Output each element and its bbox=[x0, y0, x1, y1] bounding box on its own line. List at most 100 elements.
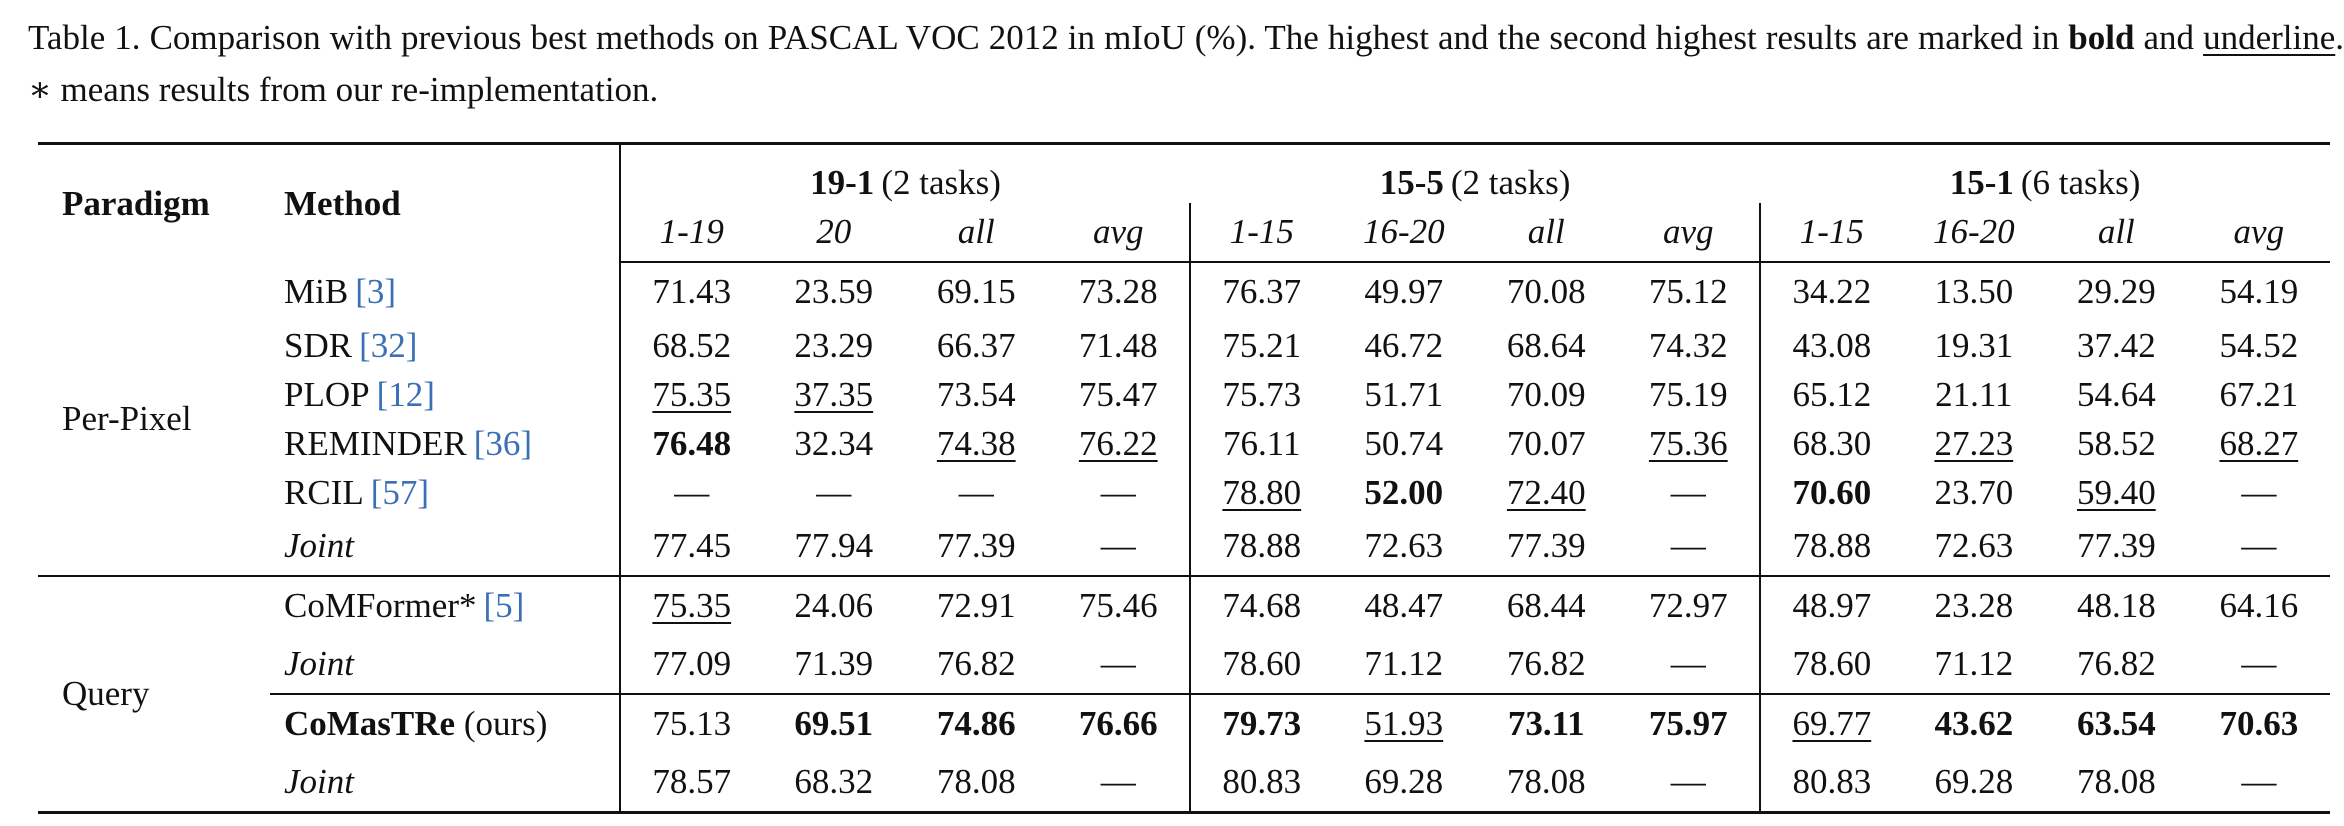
value-cell: 24.06 bbox=[762, 575, 905, 635]
group-name: 19-1 bbox=[810, 163, 875, 202]
caption: Table 1. Comparison with previous best m… bbox=[28, 12, 2344, 116]
value-cell: 74.32 bbox=[1618, 321, 1761, 370]
value: 19.31 bbox=[1934, 325, 2014, 365]
value-cell: 72.63 bbox=[1903, 517, 2046, 576]
value-cell: 43.62 bbox=[1902, 693, 2046, 753]
value: 54.64 bbox=[2076, 374, 2156, 414]
value-cell: 69.15 bbox=[905, 262, 1048, 321]
method-cell: REMINDER [36] bbox=[270, 419, 620, 468]
column-header: 1-15 bbox=[1189, 203, 1333, 263]
value-cell: 78.88 bbox=[1759, 517, 1903, 576]
value-cell: 70.60 bbox=[1759, 468, 1903, 517]
value-cell: 72.97 bbox=[1617, 575, 1761, 635]
method-cell: CoMFormer* [5] bbox=[270, 575, 620, 635]
value: — bbox=[1100, 761, 1136, 801]
value: 34.22 bbox=[1792, 272, 1872, 311]
value-cell: 75.46 bbox=[1047, 575, 1191, 635]
value-cell: 75.12 bbox=[1618, 262, 1761, 321]
value: 75.35 bbox=[652, 586, 732, 625]
value-cell: 71.43 bbox=[619, 262, 763, 321]
value: — bbox=[2241, 526, 2277, 565]
value: — bbox=[1100, 526, 1136, 565]
value-cell: 77.45 bbox=[619, 517, 763, 576]
value-cell: 79.73 bbox=[1189, 693, 1333, 753]
value: 75.36 bbox=[1648, 423, 1728, 463]
data-row: Joint 77.45 77.94 77.39 — 78.88 72.63 77.39 — 78.… bbox=[38, 517, 2330, 576]
value-cell: 48.97 bbox=[1759, 575, 1903, 635]
value: 50.74 bbox=[1364, 423, 1444, 463]
value: 66.37 bbox=[936, 325, 1016, 365]
value-cell: 75.21 bbox=[1189, 321, 1333, 370]
value-cell: 29.29 bbox=[2045, 262, 2188, 321]
method-cell: Joint bbox=[270, 635, 620, 694]
value-cell: 63.54 bbox=[2045, 693, 2188, 753]
value-cell: — bbox=[1618, 517, 1761, 576]
data-row: REMINDER [36] 76.48 32.34 74.38 76.22 76.11 50.… bbox=[38, 419, 2330, 468]
value-cell: 66.37 bbox=[905, 321, 1048, 370]
column-header: avg bbox=[1617, 203, 1761, 263]
value: 72.40 bbox=[1506, 472, 1586, 512]
value: 72.91 bbox=[936, 586, 1016, 625]
value-cell: 75.97 bbox=[1617, 693, 1761, 753]
value: — bbox=[1670, 761, 1706, 801]
value: 78.80 bbox=[1222, 472, 1302, 512]
value: 68.64 bbox=[1506, 325, 1586, 365]
value: 74.38 bbox=[936, 423, 1016, 463]
value: 68.52 bbox=[652, 325, 732, 365]
value-cell: 77.09 bbox=[619, 635, 763, 694]
column-header: 16-20 bbox=[1902, 203, 2046, 263]
value: 70.60 bbox=[1792, 472, 1872, 512]
value: 54.52 bbox=[2219, 325, 2299, 365]
value-cell: 51.93 bbox=[1332, 693, 1476, 753]
value-cell: 72.63 bbox=[1333, 517, 1476, 576]
value-cell: — bbox=[2188, 635, 2331, 694]
value: 51.93 bbox=[1364, 704, 1444, 743]
value-cell: — bbox=[1048, 517, 1191, 576]
subheader-row: 1-19 20 all avg 1-15 16-20 all avg 1-15 16-20 all a… bbox=[38, 203, 2331, 263]
value-cell: 48.18 bbox=[2045, 575, 2188, 635]
value-cell: 75.47 bbox=[1048, 370, 1191, 419]
value-cell: 78.08 bbox=[1475, 753, 1618, 812]
method-cell: CoMasTRe (ours) bbox=[270, 693, 620, 753]
value: 75.97 bbox=[1648, 704, 1728, 743]
value: 27.23 bbox=[1934, 423, 2014, 463]
paradigm-cell: Query bbox=[38, 575, 270, 812]
value: — bbox=[674, 472, 710, 512]
value: 59.40 bbox=[2076, 472, 2156, 512]
value-cell: 80.83 bbox=[1189, 753, 1333, 812]
value: 23.28 bbox=[1934, 586, 2014, 625]
value-cell: 58.52 bbox=[2045, 419, 2188, 468]
value: 75.73 bbox=[1222, 374, 1302, 414]
value: 70.07 bbox=[1506, 423, 1586, 463]
column-header: avg bbox=[1047, 203, 1191, 263]
value: 72.63 bbox=[1364, 526, 1444, 565]
value-cell: 75.35 bbox=[619, 370, 763, 419]
column-header: 16-20 bbox=[1332, 203, 1476, 263]
value-cell: — bbox=[619, 468, 763, 517]
value: 46.72 bbox=[1364, 325, 1444, 365]
value: 78.60 bbox=[1222, 644, 1302, 683]
value: 77.39 bbox=[2076, 526, 2156, 565]
column-header: 1-15 bbox=[1759, 203, 1903, 263]
value: 71.12 bbox=[1934, 644, 2014, 683]
value-cell: 71.12 bbox=[1903, 635, 2046, 694]
value-cell: 72.40 bbox=[1475, 468, 1618, 517]
value-cell: 71.39 bbox=[763, 635, 906, 694]
value: 54.19 bbox=[2219, 272, 2299, 311]
value-cell: 78.08 bbox=[2045, 753, 2188, 812]
value: 78.57 bbox=[652, 761, 732, 801]
value: 58.52 bbox=[2076, 423, 2156, 463]
value-cell: 32.34 bbox=[763, 419, 906, 468]
value: 23.59 bbox=[794, 272, 874, 311]
value: 76.22 bbox=[1078, 423, 1158, 463]
data-row: Query CoMFormer* [5] 75.35 24.06 72.91 75.46 74… bbox=[38, 575, 2331, 812]
column-header: avg bbox=[2187, 203, 2331, 263]
value: 68.32 bbox=[794, 761, 874, 801]
value: 75.19 bbox=[1648, 374, 1728, 414]
value-cell: 68.64 bbox=[1475, 321, 1618, 370]
value: 51.71 bbox=[1364, 374, 1444, 414]
caption-text: bold bbox=[2068, 18, 2135, 57]
citation: [3] bbox=[355, 271, 397, 311]
value-cell: 70.08 bbox=[1475, 262, 1618, 321]
value: 77.45 bbox=[652, 526, 732, 565]
